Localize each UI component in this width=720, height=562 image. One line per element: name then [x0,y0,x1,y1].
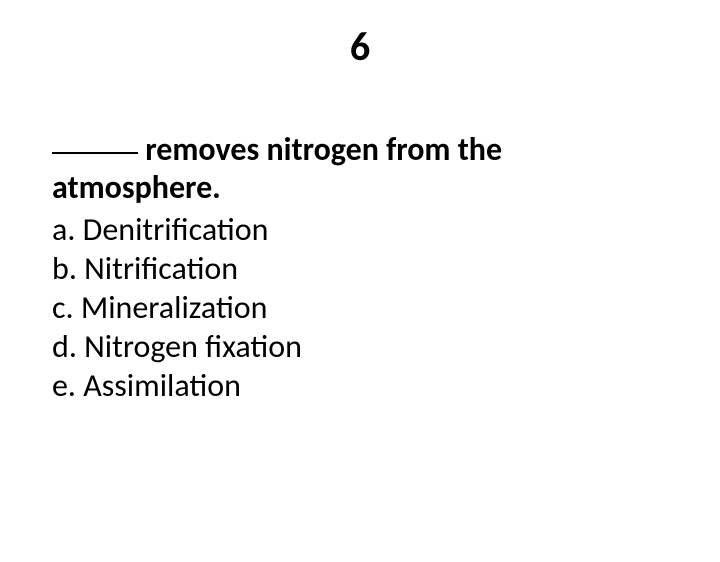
option-a: a. Denitrification [52,210,672,249]
option-e: e. Assimilation [52,366,672,405]
question-text: removes nitrogen from the atmosphere. [52,130,502,207]
question-line: removes nitrogen from the atmosphere. [52,131,672,208]
option-d: d. Nitrogen fixation [52,327,672,366]
fill-in-blank [52,152,138,154]
slide-number-title: 6 [0,22,720,71]
option-b: b. Nitrification [52,249,672,288]
slide-content: removes nitrogen from the atmosphere. a.… [0,131,720,405]
option-c: c. Mineralization [52,288,672,327]
